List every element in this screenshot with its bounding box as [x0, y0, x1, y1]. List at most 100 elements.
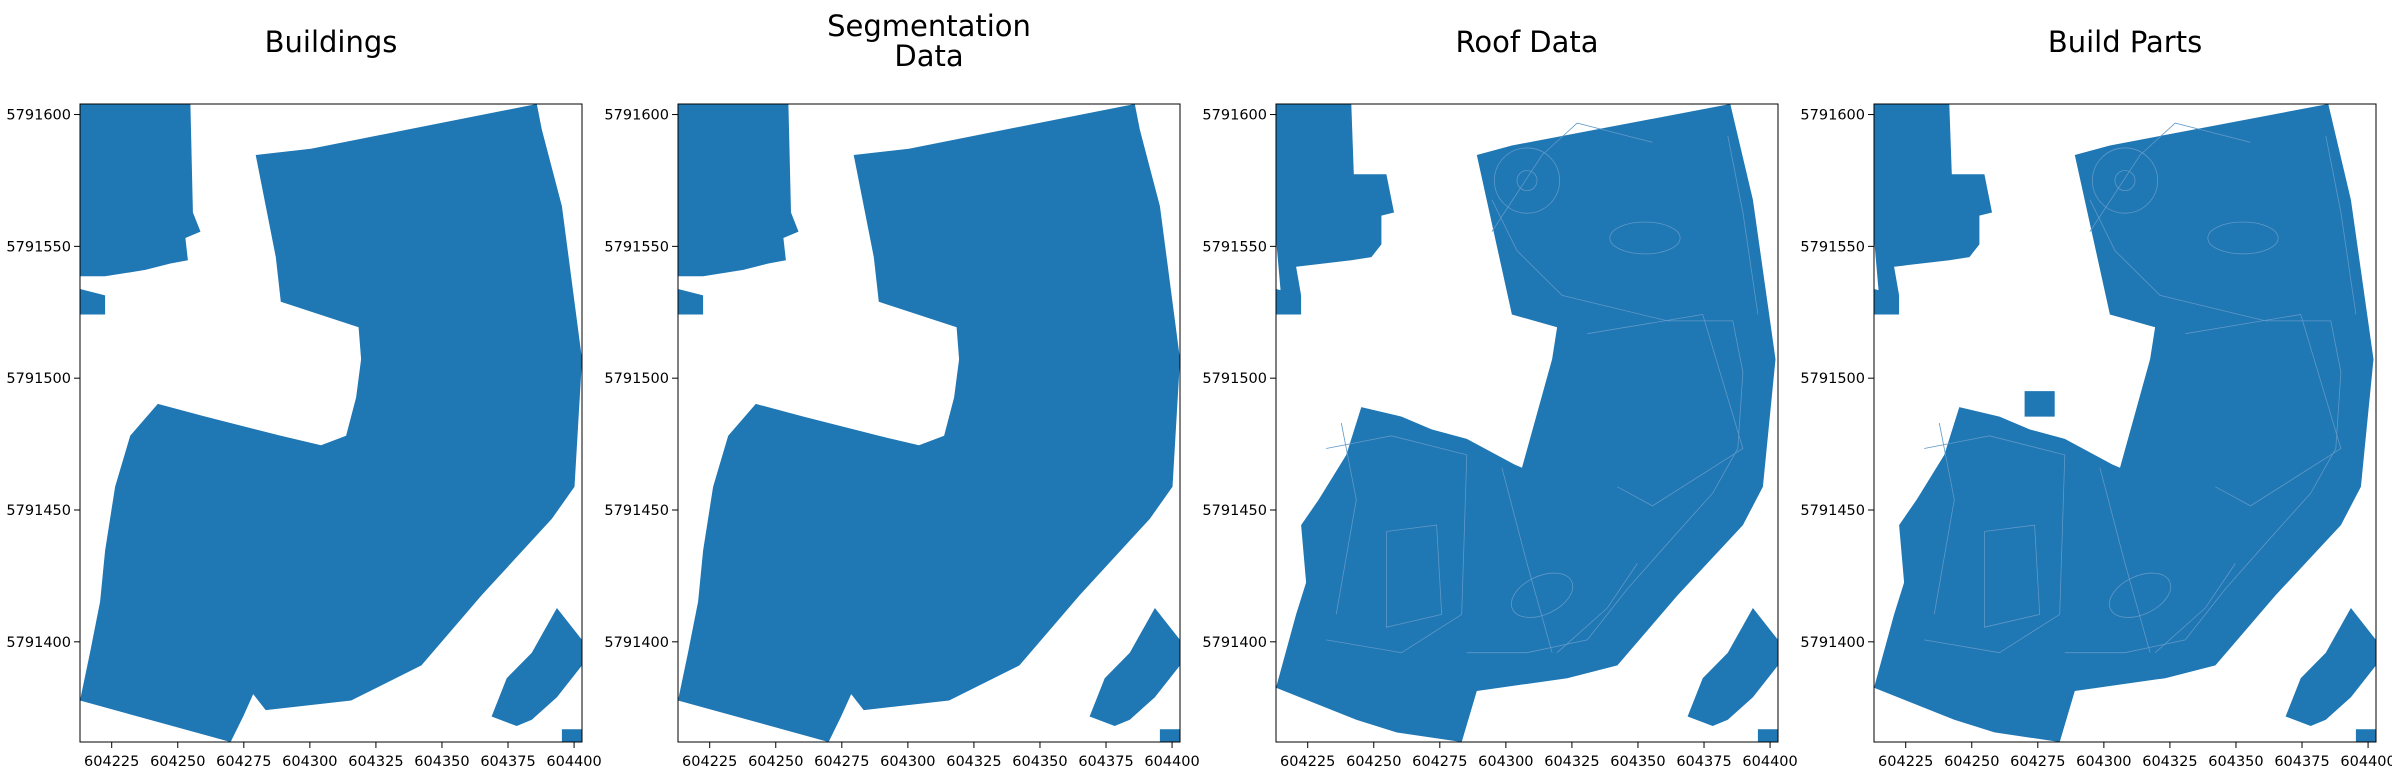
- building-polygon: [1276, 289, 1302, 315]
- y-tick-label: 5791450: [1800, 503, 1865, 519]
- roof-oval: [2109, 572, 2172, 618]
- building-polygon: [1159, 729, 1180, 742]
- panel-3: Roof Data 604225 604250 604275 604300 604325 6…: [1202, 25, 1797, 770]
- roof-edge: [2099, 467, 2151, 653]
- x-tick-label: 604350: [2208, 754, 2263, 770]
- roof-edge: [1933, 422, 1955, 615]
- roof-edge: [1386, 524, 1443, 628]
- roof-edge: [1984, 524, 2041, 628]
- x-tick-label: 604325: [946, 754, 1001, 770]
- roof-edge: [1466, 199, 1744, 654]
- panel-title: Segmentation Data: [827, 9, 1031, 73]
- roof-edge: [2154, 563, 2236, 653]
- x-tick-label: 604350: [1012, 754, 1067, 770]
- x-tick-label: 604300: [1478, 754, 1533, 770]
- x-tick-label: 604250: [748, 754, 803, 770]
- panel-title: Roof Data: [1455, 25, 1598, 59]
- y-tick-label: 5791450: [6, 503, 71, 519]
- x-tick-label: 604350: [414, 754, 469, 770]
- building-polygon: [80, 104, 582, 742]
- x-tick-label: 604300: [880, 754, 935, 770]
- y-tick-label: 5791400: [604, 635, 669, 651]
- building-polygon: [80, 104, 201, 277]
- roof-edge: [1491, 122, 1653, 232]
- x-tick-label: 604375: [480, 754, 535, 770]
- y-tick-label: 5791600: [1800, 108, 1865, 124]
- building-polygon: [2285, 608, 2376, 726]
- y-tick-label: 5791600: [6, 108, 71, 124]
- building-polygon: [80, 289, 106, 315]
- building-polygon: [2024, 391, 2055, 417]
- x-tick-label: 604250: [1944, 754, 1999, 770]
- x-tick-label: 604225: [1878, 754, 1933, 770]
- building-polygon: [1874, 104, 1992, 296]
- roof-edge: [1501, 467, 1553, 653]
- panel-4: Build Parts 604225 604250 604275 604300 60432…: [1800, 25, 2392, 770]
- x-tick-label: 604375: [1078, 754, 1133, 770]
- building-polygon: [1874, 104, 2374, 742]
- x-tick-label: 604275: [1412, 754, 1467, 770]
- x-tick-label: 604375: [1676, 754, 1731, 770]
- roof-edge: [1326, 435, 1468, 654]
- x-tick-label: 604400: [2340, 754, 2392, 770]
- roof-edge: [1335, 422, 1357, 615]
- y-tick-label: 5791600: [1202, 108, 1267, 124]
- building-polygon: [1757, 729, 1778, 742]
- roof-dome: [2091, 147, 2159, 214]
- roof-edge: [2325, 135, 2357, 315]
- building-polygon: [1276, 104, 1394, 296]
- y-tick-label: 5791450: [1202, 503, 1267, 519]
- x-tick-label: 604400: [1742, 754, 1797, 770]
- x-tick-label: 604225: [682, 754, 737, 770]
- y-tick-label: 5791600: [604, 108, 669, 124]
- panel-title: Build Parts: [2048, 25, 2202, 59]
- y-tick-label: 5791550: [1202, 239, 1267, 255]
- roof-dome-inner: [2114, 170, 2136, 192]
- roof-edge: [2064, 199, 2342, 654]
- building-polygon: [1874, 289, 1900, 315]
- x-tick-label: 604275: [216, 754, 271, 770]
- map-shapes: [80, 104, 582, 742]
- map-shapes: [1874, 104, 2376, 742]
- x-tick-label: 604375: [2274, 754, 2329, 770]
- x-tick-label: 604350: [1610, 754, 1665, 770]
- roof-edge: [1727, 135, 1759, 315]
- roof-edge: [2185, 314, 2342, 507]
- segment-speck: [1097, 548, 1102, 553]
- y-tick-label: 5791500: [1800, 371, 1865, 387]
- x-tick-label: 604400: [546, 754, 601, 770]
- y-tick-label: 5791550: [6, 239, 71, 255]
- building-polygon: [491, 608, 582, 726]
- panel-title: Buildings: [265, 25, 398, 59]
- axes-frame: [79, 103, 583, 743]
- map-shapes: [678, 104, 1180, 742]
- x-tick-label: 604275: [2010, 754, 2065, 770]
- x-tick-label: 604325: [348, 754, 403, 770]
- y-tick-label: 5791550: [1800, 239, 1865, 255]
- axes-frame: [677, 103, 1181, 743]
- x-tick-label: 604250: [150, 754, 205, 770]
- y-tick-label: 5791400: [1202, 635, 1267, 651]
- x-tick-label: 604225: [84, 754, 139, 770]
- y-tick-label: 5791500: [1202, 371, 1267, 387]
- x-tick-label: 604300: [282, 754, 337, 770]
- building-polygon: [1687, 608, 1778, 726]
- panel-2: Segmentation Data 604225 604250 604275 604300…: [604, 9, 1199, 770]
- building-polygon: [561, 729, 582, 742]
- panel-1: Buildings 604225 604250 604275 604300 604325 6…: [6, 25, 601, 770]
- x-tick-label: 604325: [2142, 754, 2197, 770]
- x-tick-label: 604225: [1280, 754, 1335, 770]
- roof-lines: [1326, 122, 1759, 654]
- building-polygon: [678, 104, 799, 277]
- roof-edge: [1587, 314, 1744, 507]
- y-tick-label: 5791550: [604, 239, 669, 255]
- building-polygon: [678, 289, 704, 315]
- roof-edge: [2089, 122, 2251, 232]
- y-tick-label: 5791450: [604, 503, 669, 519]
- map-shapes: [1276, 104, 1778, 742]
- roof-oval: [1511, 572, 1574, 618]
- building-polygon: [2355, 729, 2376, 742]
- building-polygon: [1276, 104, 1776, 742]
- x-tick-label: 604250: [1346, 754, 1401, 770]
